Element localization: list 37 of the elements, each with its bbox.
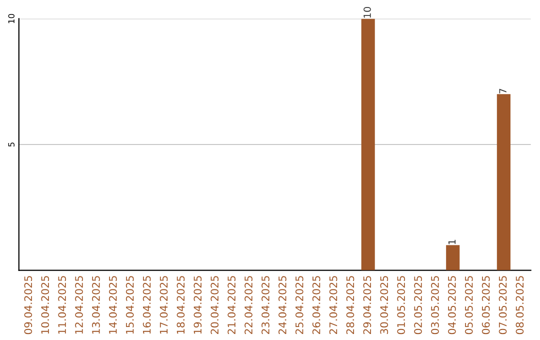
x-tick-label: 24.04.2025 xyxy=(278,276,286,334)
x-tick-label: 19.04.2025 xyxy=(194,276,202,334)
x-tick-label: 12.04.2025 xyxy=(75,276,83,334)
x-tick-label: 18.04.2025 xyxy=(176,276,185,334)
x-tick-label: 06.05.2025 xyxy=(482,276,490,334)
x-tick-label: 26.04.2025 xyxy=(312,276,320,334)
x-tick-label: 15.04.2025 xyxy=(126,276,134,334)
x-tick-label: 21.04.2025 xyxy=(228,276,236,334)
x-tick-label: 30.04.2025 xyxy=(380,276,388,334)
x-tick-label: 14.04.2025 xyxy=(108,276,117,334)
x-tick-label: 20.04.2025 xyxy=(210,276,219,334)
x-tick-label: 13.04.2025 xyxy=(92,276,100,334)
x-tick-label: 28.04.2025 xyxy=(346,276,354,334)
x-tick-label: 01.05.2025 xyxy=(397,276,406,334)
bar xyxy=(446,245,460,270)
x-tick-label: 29.04.2025 xyxy=(363,276,372,334)
bar xyxy=(496,94,510,270)
x-tick-label: 17.04.2025 xyxy=(160,276,168,334)
data-label: 10 xyxy=(364,6,371,18)
x-tick-label: 11.04.2025 xyxy=(58,276,66,334)
data-label: 1 xyxy=(448,240,456,244)
x-tick-label: 09.04.2025 xyxy=(24,276,32,334)
x-tick-label: 07.05.2025 xyxy=(498,276,507,334)
x-tick-label: 23.04.2025 xyxy=(262,276,270,334)
x-tick-label: 22.04.2025 xyxy=(244,276,252,334)
x-tick-label: 27.04.2025 xyxy=(329,276,338,334)
x-tick-label: 16.04.2025 xyxy=(142,276,151,334)
x-tick-label: 10.04.2025 xyxy=(41,276,50,334)
x-tick-label: 08.05.2025 xyxy=(516,276,524,334)
x-tick-label: 25.04.2025 xyxy=(295,276,304,334)
bar xyxy=(361,18,375,270)
y-tick-label: 5 xyxy=(8,142,15,147)
x-tick-label: 05.05.2025 xyxy=(464,276,473,334)
x-tick-label: 02.05.2025 xyxy=(414,276,422,334)
x-tick-label: 03.05.2025 xyxy=(431,276,439,334)
data-label: 7 xyxy=(499,88,506,94)
x-tick-label: 04.05.2025 xyxy=(448,276,456,334)
